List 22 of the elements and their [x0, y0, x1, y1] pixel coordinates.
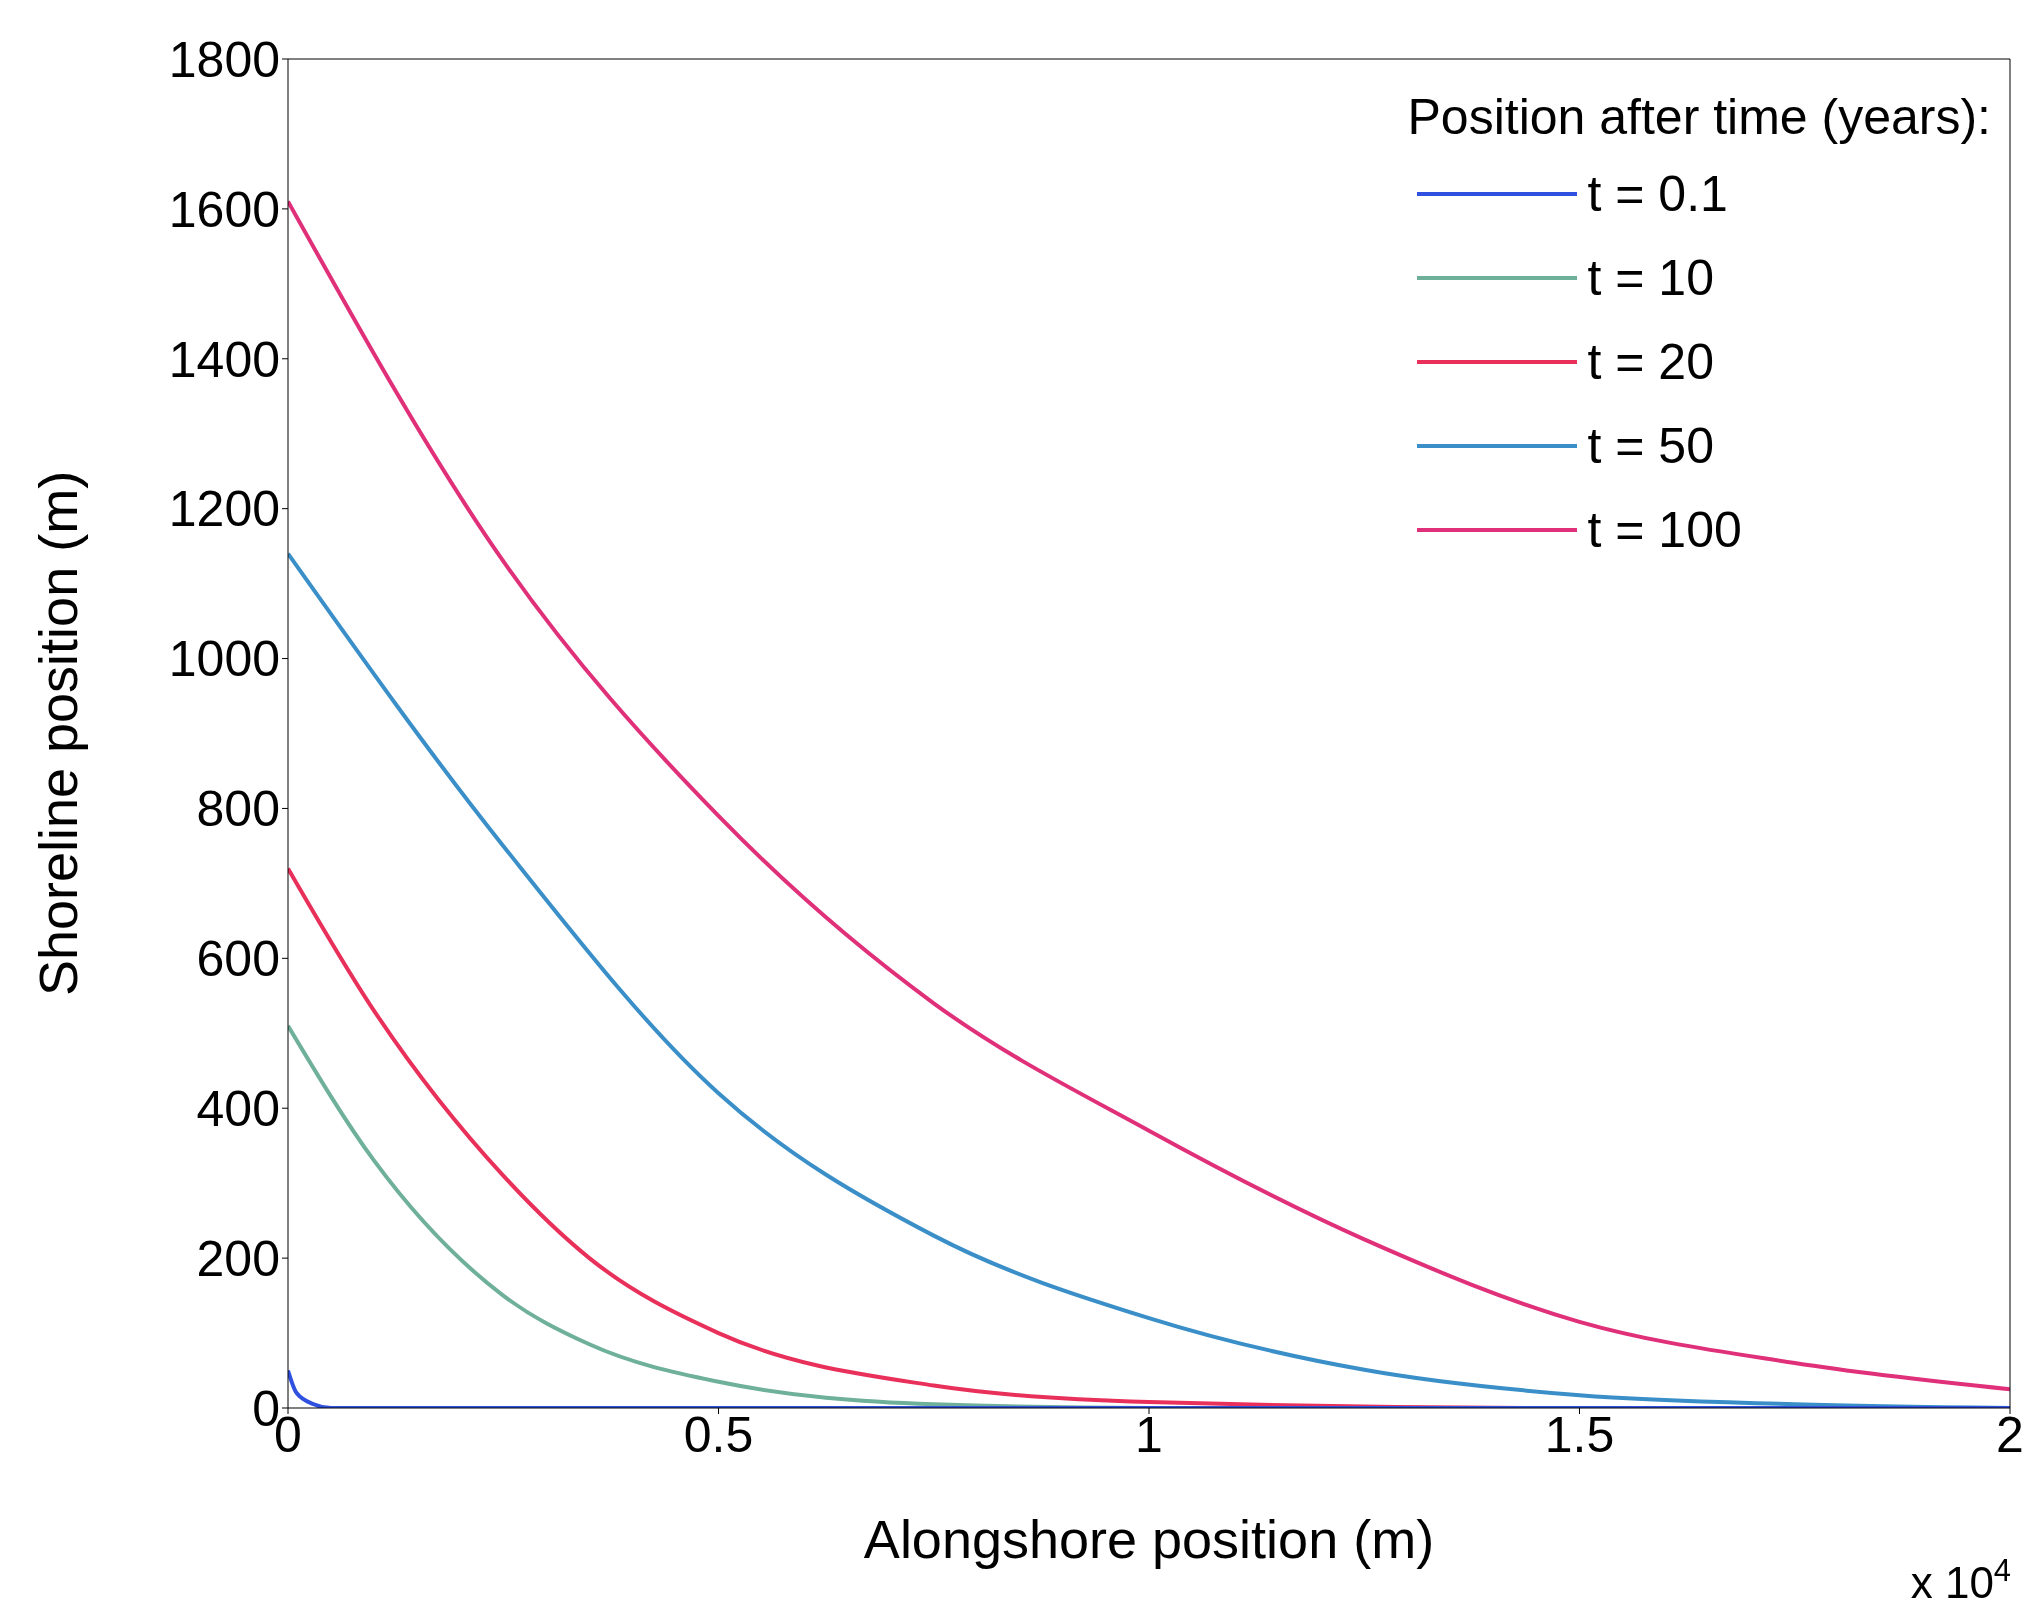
text: x 10$^{4}$: [1910, 1552, 2011, 1607]
x-tick-label: 1.5: [1544, 1406, 1615, 1463]
legend-label: t = 20: [1587, 333, 1714, 391]
y-tick-label: 200: [196, 1230, 280, 1287]
y-tick-label: 1400: [168, 331, 280, 388]
y-tick-label: 1600: [168, 181, 280, 238]
y-tick-label: 1000: [168, 631, 280, 688]
y-tick-label: 800: [196, 781, 280, 838]
y-tick-label: 1800: [168, 31, 280, 88]
x-tick-label: 0.5: [683, 1406, 754, 1463]
y-tick-label: 1200: [168, 481, 280, 538]
legend-label: t = 0.1: [1587, 165, 1728, 223]
x-tick-label: 2: [1996, 1406, 2024, 1463]
legend-label: t = 10: [1587, 249, 1714, 307]
y-tick-label: 400: [196, 1080, 280, 1137]
x-tick-label: 1: [1135, 1406, 1163, 1463]
y-tick-label: 600: [196, 931, 280, 988]
legend-label: t = 50: [1587, 417, 1714, 475]
legend-label: t = 100: [1587, 501, 1742, 559]
legend-title: Position after time (years):: [1407, 88, 1991, 146]
x-axis-title: Alongshore position (m): [863, 1509, 1435, 1569]
y-axis-title: Shoreline position (m): [28, 470, 89, 997]
